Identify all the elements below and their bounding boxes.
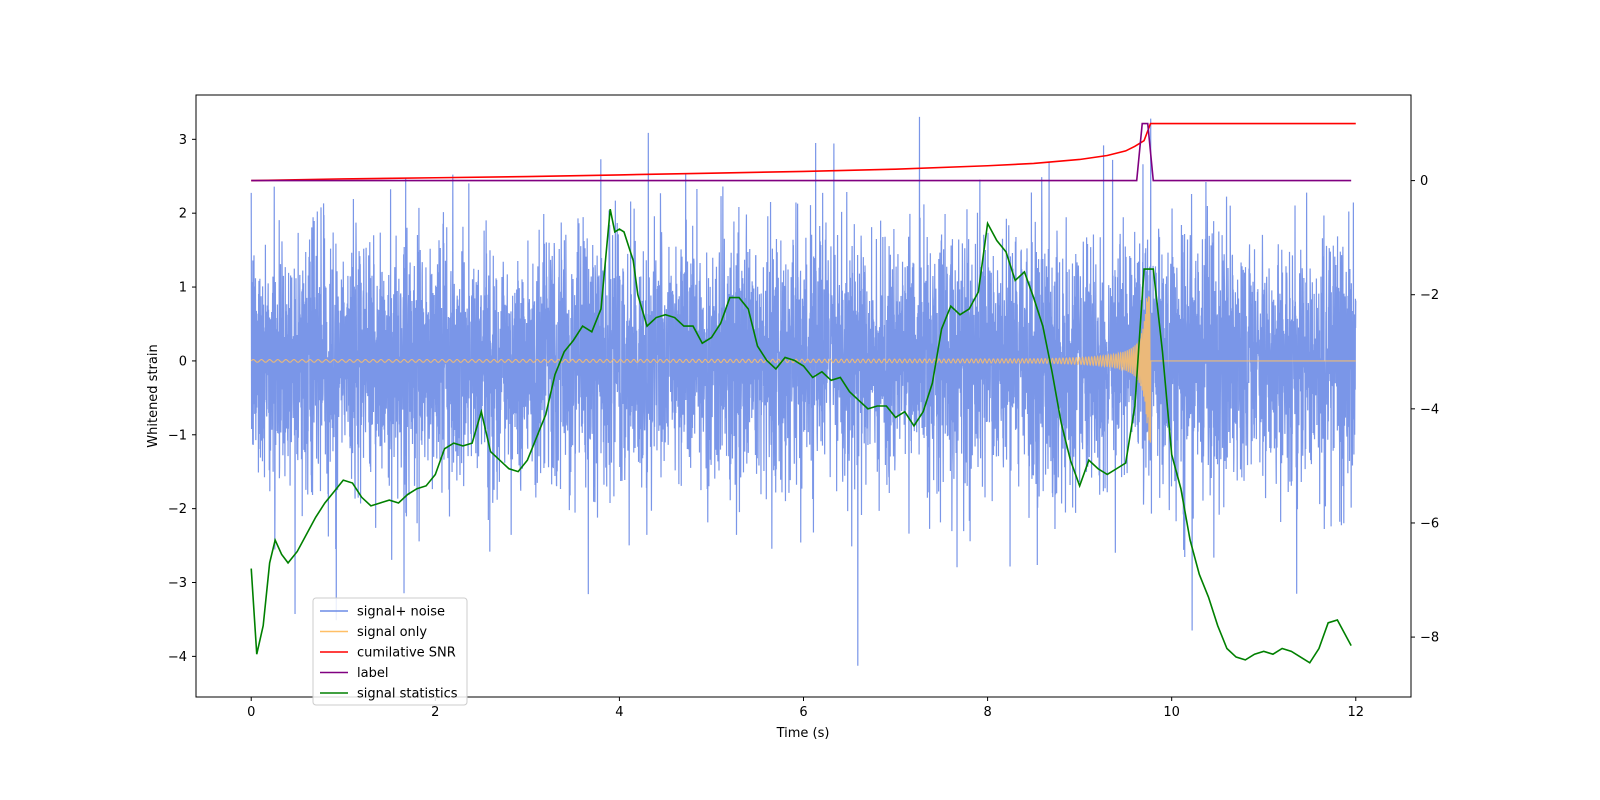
y-right-tick-label: −8 [1420, 631, 1439, 646]
x-axis: 0 2 4 6 8 10 12 [247, 697, 1364, 720]
y-left-tick-label: 0 [179, 354, 187, 369]
series-line-signal-statistics [250, 208, 1352, 664]
y-right-tick-label: −2 [1420, 288, 1439, 303]
plot-area [250, 116, 1357, 666]
legend-box [312, 597, 468, 706]
legend: signal+ noise signal only cumilative SNR la… [312, 597, 468, 706]
y-right-tick-label: 0 [1420, 174, 1428, 189]
y-left-tick-label: −1 [168, 428, 187, 443]
x-tick-label: 2 [431, 705, 439, 720]
x-tick-label: 4 [615, 705, 623, 720]
y-left-tick-label: −4 [168, 650, 187, 665]
series-line-signal-only [250, 296, 1356, 443]
x-tick-label: 12 [1347, 705, 1364, 720]
x-axis-label: Time (s) [776, 726, 830, 741]
x-tick-label: 8 [983, 705, 991, 720]
legend-label: label [357, 666, 388, 681]
y-left-tick-label: 3 [179, 133, 187, 148]
legend-label: signal only [357, 625, 427, 640]
y-left-tick-label: 2 [179, 207, 187, 222]
y-left-tick-label: −2 [168, 502, 187, 517]
legend-label: signal statistics [357, 687, 458, 702]
series-line-signal-noise [250, 116, 1357, 666]
y-axis-left-label: Whitened strain [146, 344, 161, 447]
y-axis-left: −4 −3 −2 −1 0 1 2 3 [168, 133, 196, 665]
x-tick-label: 10 [1163, 705, 1180, 720]
y-left-tick-label: −3 [168, 576, 187, 591]
y-axis-right: −8 −6 −4 −2 0 [1411, 174, 1439, 646]
legend-label: cumilative SNR [357, 646, 456, 661]
x-tick-label: 6 [799, 705, 807, 720]
series-line-cumulative-snr [251, 122, 1356, 182]
legend-label: signal+ noise [357, 605, 445, 620]
y-left-tick-label: 1 [179, 281, 187, 296]
series-line-label [251, 122, 1352, 182]
y-right-tick-label: −6 [1420, 516, 1439, 531]
y-right-tick-label: −4 [1420, 402, 1439, 417]
x-tick-label: 0 [247, 705, 255, 720]
